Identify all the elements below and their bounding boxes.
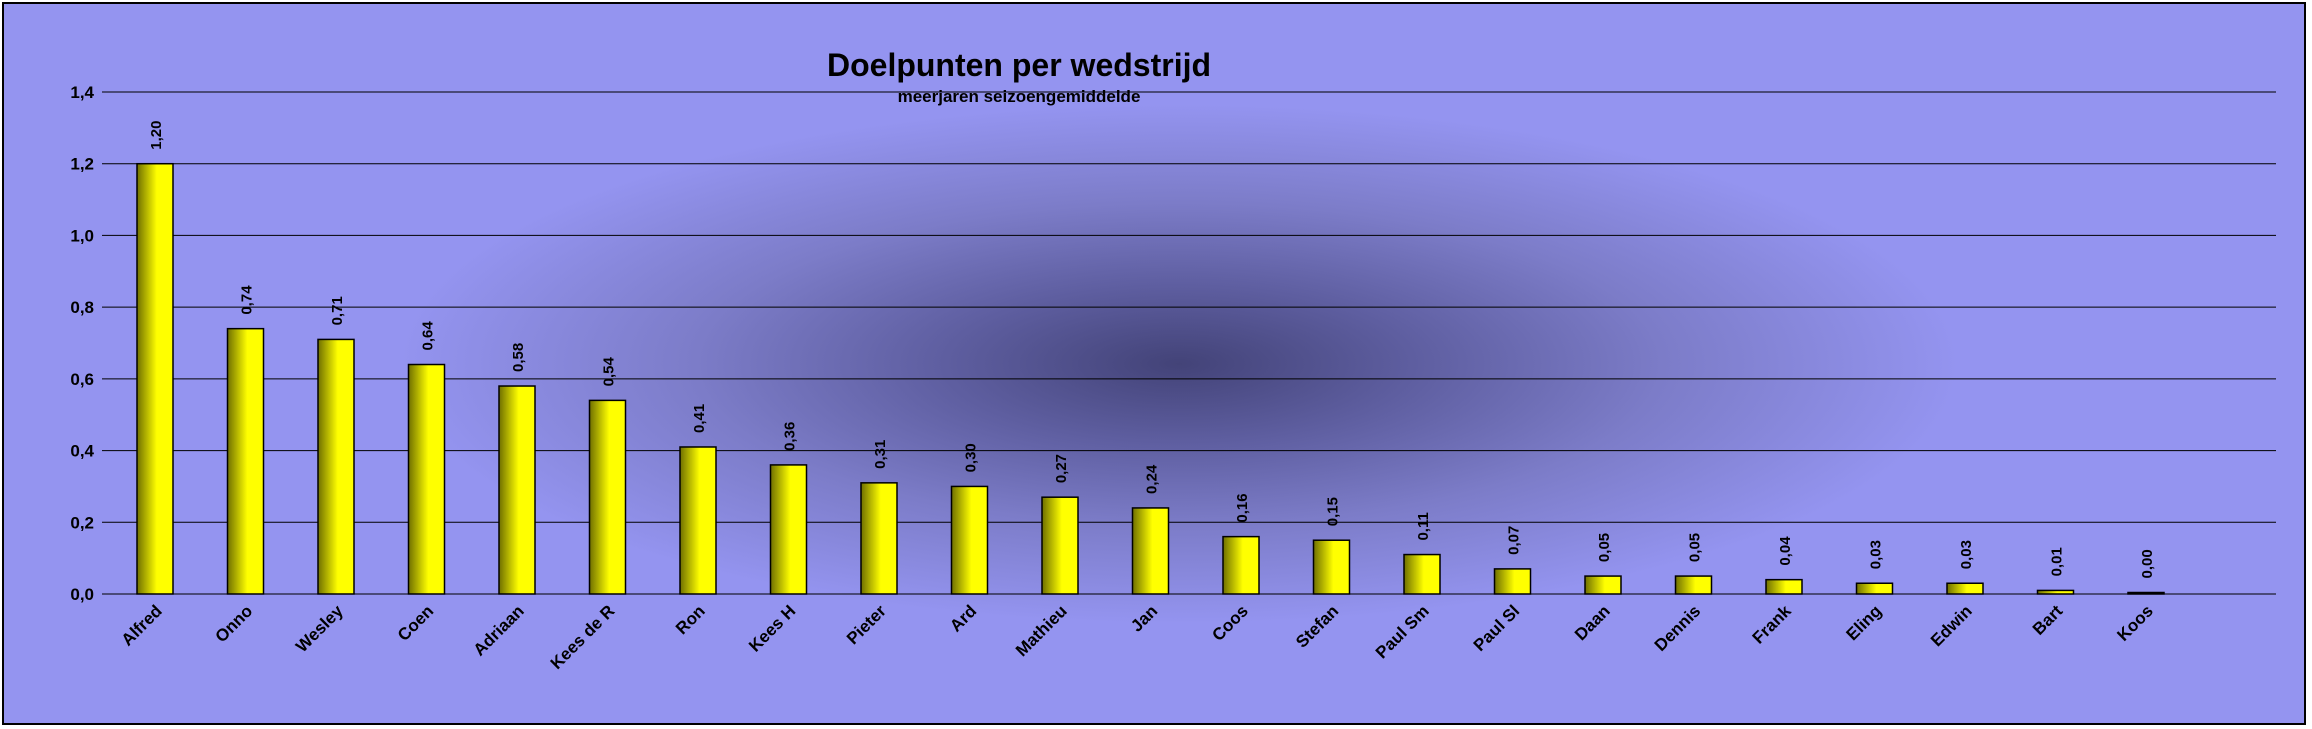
data-label: 0,71	[329, 296, 346, 325]
bar	[1855, 582, 1894, 595]
y-tick-label: 1,4	[70, 83, 94, 102]
x-tick-label: Daan	[1571, 601, 1614, 644]
bar	[1222, 535, 1260, 595]
y-tick-label: 0,6	[70, 370, 94, 389]
data-label: 0,00	[2139, 549, 2156, 578]
x-tick-label: Kees H	[745, 601, 799, 655]
data-label: 0,74	[239, 285, 256, 315]
x-tick-label: Mathieu	[1012, 601, 1071, 660]
data-label: 1,20	[148, 121, 165, 150]
x-tick-label: Adriaan	[470, 601, 528, 659]
data-label: 0,05	[1687, 533, 1704, 562]
bar	[498, 385, 536, 595]
data-label: 0,24	[1144, 464, 1161, 494]
data-label: 0,07	[1506, 526, 1523, 555]
bar	[407, 363, 446, 595]
x-tick-label: Onno	[212, 601, 257, 646]
x-tick-label: Paul Sm	[1372, 601, 1433, 662]
x-tick-label: Edwin	[1927, 601, 1976, 650]
y-tick-label: 1,0	[70, 226, 94, 245]
data-label: 0,30	[963, 443, 980, 472]
data-labels: 1,20 0,74 0,71 0,64 0,58 0,54 0,41 0,36 0,31 0,30…	[148, 121, 2156, 579]
bar	[1946, 582, 1984, 595]
data-label: 0,05	[1596, 533, 1613, 562]
x-tick-label: Coen	[394, 601, 437, 644]
bar	[679, 446, 717, 595]
bar	[317, 338, 355, 595]
bar	[1312, 539, 1351, 595]
chart-title: Doelpunten per wedstrijd	[827, 47, 1211, 83]
x-tick-label: Frank	[1749, 601, 1796, 648]
bars	[136, 162, 2165, 595]
bar	[769, 464, 808, 595]
data-label: 0,15	[1325, 497, 1342, 526]
bar	[1674, 575, 1713, 595]
x-tick-label: Kees de R	[547, 601, 619, 673]
data-label: 0,54	[601, 357, 618, 387]
x-tick-label: Paul Sl	[1470, 601, 1524, 655]
x-tick-label: Dennis	[1651, 601, 1705, 655]
bar	[136, 162, 174, 595]
chart-subtitle: meerjaren seizoengemiddelde	[898, 87, 1141, 106]
y-tick-label: 0,2	[70, 513, 94, 532]
x-tick-label: Ard	[946, 601, 980, 635]
y-axis-ticks: 0,0 0,2 0,4 0,6 0,8 1,0 1,2 1,4	[70, 83, 94, 604]
data-label: 0,36	[782, 422, 799, 451]
y-tick-label: 0,4	[70, 442, 94, 461]
data-label: 0,11	[1415, 512, 1432, 540]
bar	[1131, 507, 1170, 595]
x-tick-label: Jan	[1127, 601, 1161, 635]
bar	[2036, 589, 2075, 595]
data-label: 0,41	[691, 404, 708, 433]
bar	[1041, 496, 1079, 595]
x-tick-label: Pieter	[843, 601, 890, 648]
data-label: 0,16	[1234, 493, 1251, 522]
data-label: 0,27	[1053, 454, 1070, 483]
bar	[588, 399, 627, 595]
data-label: 0,31	[872, 440, 889, 469]
y-tick-label: 1,2	[70, 155, 94, 174]
bar	[1403, 553, 1441, 595]
bar	[950, 485, 989, 595]
y-tick-label: 0,0	[70, 585, 94, 604]
x-tick-label: Coos	[1208, 601, 1251, 644]
x-tick-label: Bart	[2029, 601, 2067, 639]
data-label: 0,01	[2049, 547, 2066, 576]
bar	[1493, 568, 1532, 595]
x-tick-label: Ron	[672, 601, 709, 638]
x-tick-label: Eling	[1843, 601, 1886, 644]
gridlines	[102, 91, 2276, 595]
x-tick-label: Wesley	[292, 601, 347, 656]
bar	[1584, 575, 1622, 595]
data-label: 0,64	[420, 321, 437, 351]
data-label: 0,03	[1958, 540, 1975, 569]
bar	[860, 482, 898, 595]
data-label: 0,03	[1868, 540, 1885, 569]
x-tick-label: Alfred	[118, 601, 166, 649]
data-label: 0,04	[1777, 536, 1794, 566]
x-tick-label: Koos	[2113, 601, 2156, 644]
data-label: 0,58	[510, 343, 527, 372]
bar	[2127, 591, 2165, 595]
y-tick-label: 0,8	[70, 298, 94, 317]
chart-svg: 0,0 0,2 0,4 0,6 0,8 1,0 1,2 1,4 1,20 0,74 0,71 0,6…	[70, 47, 2276, 673]
bar	[1765, 578, 1803, 595]
bar	[226, 327, 265, 595]
x-tick-label: Stefan	[1292, 601, 1342, 651]
x-axis-ticks: Alfred Onno Wesley Coen Adriaan Kees de R Ron K…	[118, 601, 2157, 673]
